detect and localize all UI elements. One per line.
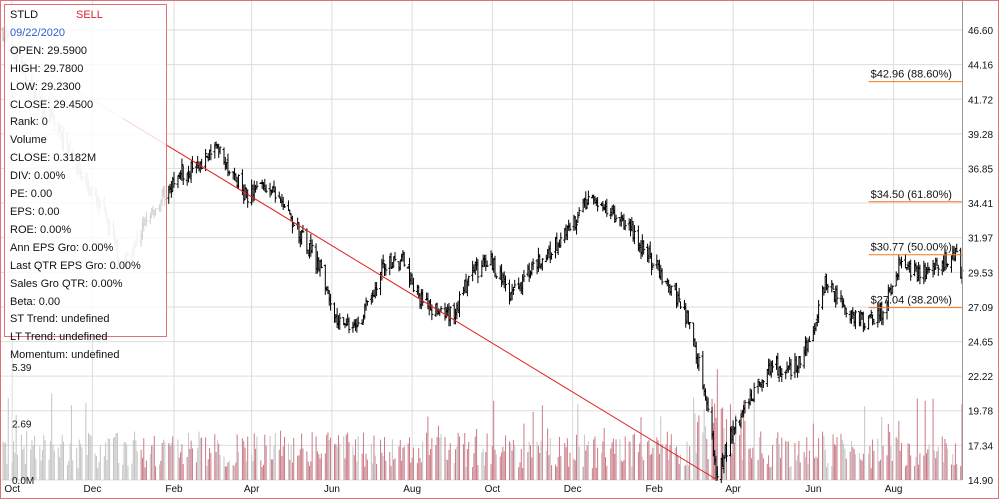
x-tick-label: Jun <box>805 484 821 495</box>
ticker-row: STLD SELL <box>10 7 166 25</box>
info-row-div: DIV: 0.00% <box>10 170 66 183</box>
x-tick-label: Apr <box>725 484 741 495</box>
fibonacci-levels: $42.96 (88.60%) $34.50 (61.80%) $30.77 (50… <box>868 69 962 309</box>
info-rows: OPEN: 29.5900 HIGH: 29.7800 LOW: 29.2300 CL… <box>10 43 166 365</box>
info-row-eps: EPS: 0.00 <box>10 205 60 218</box>
volume-tick-label: 0.0M <box>12 476 34 487</box>
price-tick-label: 22.22 <box>968 372 993 383</box>
info-row-close: CLOSE: 29.4500 <box>10 98 94 111</box>
info-row-pe: PE: 0.00 <box>10 188 53 201</box>
fib-level-label: $42.96 (88.60%) <box>871 69 952 81</box>
price-tick-label: 36.85 <box>968 164 993 175</box>
volume-tick-label: 2.69 <box>12 420 32 431</box>
price-tick-label: 34.41 <box>968 199 993 210</box>
info-row-beta: Beta: 0.00 <box>10 295 61 308</box>
x-tick-label: Dec <box>564 484 582 495</box>
info-row-roe: ROE: 0.00% <box>10 223 72 236</box>
price-tick-label: 17.34 <box>968 441 993 452</box>
x-tick-label: Feb <box>165 484 183 495</box>
x-tick-label: Aug <box>403 484 421 495</box>
axes: 46.60 44.16 41.72 39.28 36.85 34.41 31.97 29.53… <box>4 0 993 495</box>
info-row-low: LOW: 29.2300 <box>10 80 81 93</box>
x-tick-label: Oct <box>485 484 501 495</box>
x-tick-label: Aug <box>885 484 903 495</box>
trendline-segment <box>122 117 718 481</box>
price-tick-label: 29.53 <box>968 268 993 279</box>
price-tick-label: 19.78 <box>968 407 993 418</box>
info-date: 09/22/2020 <box>10 26 66 39</box>
info-row-close: CLOSE: 0.3182M <box>10 152 97 165</box>
info-row-ann-eps-gro: Ann EPS Gro: 0.00% <box>10 241 114 254</box>
info-row-lt-trend: LT Trend: undefined <box>10 331 108 344</box>
price-tick-label: 14.90 <box>968 476 993 487</box>
info-row-rank: Rank: 0 <box>10 116 48 129</box>
price-tick-label: 24.65 <box>968 338 993 349</box>
info-row-open: OPEN: 29.5900 <box>10 44 88 57</box>
price-tick-label: 39.28 <box>968 130 993 141</box>
fib-level-label: $30.77 (50.00%) <box>871 242 952 254</box>
info-row-st-trend: ST Trend: undefined <box>10 313 110 326</box>
info-row-volume: Volume <box>10 134 47 147</box>
info-row-high: HIGH: 29.7800 <box>10 62 84 75</box>
x-tick-label: Oct <box>4 484 20 495</box>
price-tick-label: 46.60 <box>968 26 993 37</box>
info-row-sales-gro-qtr: Sales Gro QTR: 0.00% <box>10 277 123 290</box>
x-tick-label: Apr <box>244 484 260 495</box>
x-tick-label: Feb <box>646 484 664 495</box>
price-tick-label: 44.16 <box>968 61 993 72</box>
fib-level-label: $27.04 (38.20%) <box>871 295 952 307</box>
info-row-last-qtr-eps-gro: Last QTR EPS Gro: 0.00% <box>10 259 141 272</box>
volume-tick-label: 5.39 <box>12 363 32 374</box>
x-tick-label: Dec <box>84 484 102 495</box>
price-tick-label: 41.72 <box>968 95 993 106</box>
price-tick-label: 27.09 <box>968 303 993 314</box>
info-row-momentum: Momentum: undefined <box>10 349 120 362</box>
x-tick-label: Jun <box>324 484 340 495</box>
signal-label: SELL <box>76 9 103 21</box>
stock-info-panel: STLD SELL 09/22/2020 OPEN: 29.5900 HIGH: 2… <box>4 4 167 361</box>
ticker-symbol: STLD <box>10 9 39 21</box>
price-tick-label: 31.97 <box>968 234 993 245</box>
fib-level-label: $34.50 (61.80%) <box>871 189 952 201</box>
volume-bars <box>2 369 963 480</box>
